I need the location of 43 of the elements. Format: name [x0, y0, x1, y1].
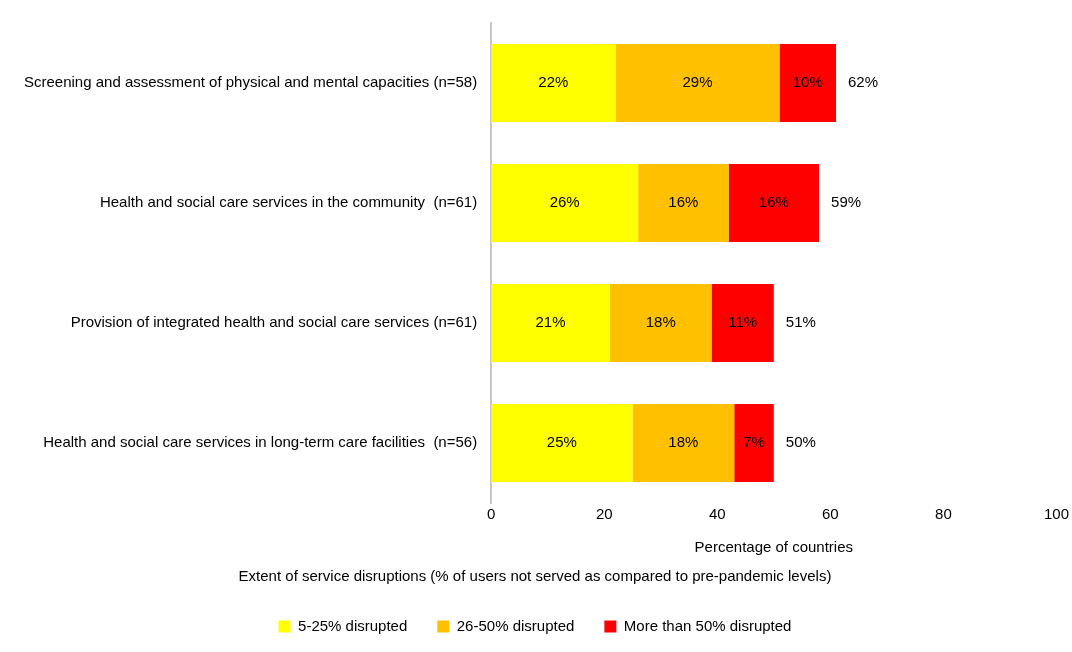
x-tick-label: 0 [487, 505, 496, 523]
data-label: 10% [792, 73, 823, 91]
legend-label: 26-50% disrupted [456, 616, 575, 634]
y-tick-label: Health and social care services in the community (n=61) [99, 193, 478, 211]
bar [638, 164, 729, 242]
total-label: 59% [831, 193, 862, 211]
bar [728, 164, 820, 242]
bar [632, 404, 735, 482]
y-tick-label: Provision of integrated health and social care services (n=61) [70, 313, 478, 331]
y-tick-label: Health and social care services in long-term care facilities (n=56) [43, 433, 478, 451]
data-label: 11% [728, 313, 758, 331]
total-label: 51% [785, 313, 816, 331]
data-label: 7% [743, 433, 765, 451]
data-label: 26% [549, 193, 580, 211]
legend-title: Extent of service disruptions (% of users not served as compared to pre-pandemic levels) [238, 566, 832, 584]
bar [711, 284, 774, 362]
x-tick-label: 100 [1043, 505, 1069, 523]
x-axis-title: Percentage of countries [694, 538, 854, 556]
bar [615, 44, 780, 122]
data-label: 18% [645, 313, 676, 331]
bar [491, 404, 633, 482]
data-label: 21% [535, 313, 566, 331]
bar [779, 44, 837, 122]
total-label: 62% [848, 73, 879, 91]
legend-label: 5-25% disrupted [298, 616, 408, 634]
data-label: 18% [668, 433, 699, 451]
bar [734, 404, 774, 482]
bar [491, 284, 610, 362]
x-tick-label: 80 [935, 505, 952, 523]
data-label: 25% [546, 433, 577, 451]
x-tick-label: 60 [822, 505, 839, 523]
data-label: 29% [682, 73, 713, 91]
bar [491, 164, 639, 242]
x-tick-label: 40 [708, 505, 726, 523]
total-label: 50% [785, 433, 816, 451]
data-label: 16% [758, 193, 789, 211]
x-tick-label: 20 [595, 505, 613, 523]
data-label: 22% [538, 73, 569, 91]
y-tick-label: Screening and assessment of physical and mental capacities (n=58) [24, 73, 478, 91]
legend-label: More than 50% disrupted [623, 616, 792, 634]
bar [609, 284, 712, 362]
data-label: 16% [668, 193, 699, 211]
bar [491, 44, 616, 122]
